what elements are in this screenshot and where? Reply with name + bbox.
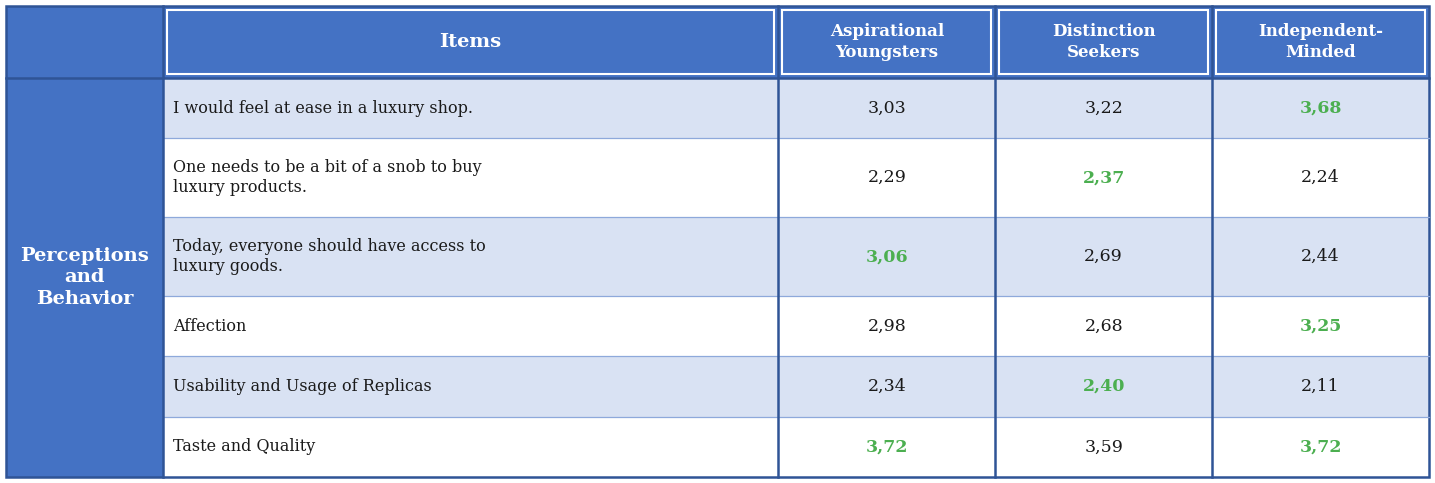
Text: 2,24: 2,24	[1302, 169, 1340, 186]
Text: 3,72: 3,72	[865, 439, 908, 455]
Bar	[162, 356, 778, 417]
Bar	[1213, 417, 1429, 477]
Text: 2,40: 2,40	[1082, 378, 1125, 395]
Text: Affection: Affection	[172, 318, 245, 335]
Bar	[1213, 356, 1429, 417]
Bar	[996, 296, 1213, 356]
Text: One needs to be a bit of a snob to buy
luxury products.: One needs to be a bit of a snob to buy l…	[172, 159, 481, 197]
Text: 2,34: 2,34	[867, 378, 905, 395]
Text: Perceptions
and
Behavior: Perceptions and Behavior	[20, 247, 149, 308]
Text: Today, everyone should have access to
luxury goods.: Today, everyone should have access to lu…	[172, 238, 485, 275]
Text: 2,69: 2,69	[1085, 248, 1124, 265]
Text: Taste and Quality: Taste and Quality	[172, 439, 314, 455]
Text: 3,22: 3,22	[1085, 99, 1124, 117]
Text: 2,11: 2,11	[1302, 378, 1340, 395]
Text: Aspirational
Youngsters: Aspirational Youngsters	[829, 23, 944, 61]
Bar	[1213, 78, 1429, 138]
Text: 3,72: 3,72	[1299, 439, 1342, 455]
Text: 3,25: 3,25	[1299, 318, 1342, 335]
Bar	[996, 417, 1213, 477]
Bar	[6, 78, 162, 477]
Bar	[778, 417, 996, 477]
Text: 2,68: 2,68	[1085, 318, 1124, 335]
Text: Items: Items	[439, 33, 502, 51]
Bar	[778, 296, 996, 356]
Bar	[996, 138, 1213, 217]
Bar	[999, 10, 1208, 74]
Bar	[162, 296, 778, 356]
Bar	[996, 356, 1213, 417]
Text: 2,98: 2,98	[867, 318, 905, 335]
Bar	[1213, 296, 1429, 356]
Bar	[778, 356, 996, 417]
Bar	[166, 10, 775, 74]
Bar	[778, 138, 996, 217]
Text: 3,59: 3,59	[1085, 439, 1124, 455]
Bar	[996, 78, 1213, 138]
Bar	[1213, 217, 1429, 296]
Bar	[778, 78, 996, 138]
Bar	[1215, 10, 1425, 74]
Text: 2,37: 2,37	[1082, 169, 1125, 186]
Bar	[1213, 138, 1429, 217]
Bar	[6, 6, 1429, 78]
Text: 2,29: 2,29	[867, 169, 907, 186]
Text: I would feel at ease in a luxury shop.: I would feel at ease in a luxury shop.	[172, 99, 472, 117]
Bar	[778, 217, 996, 296]
Text: 3,68: 3,68	[1299, 99, 1342, 117]
Text: Usability and Usage of Replicas: Usability and Usage of Replicas	[172, 378, 432, 395]
Bar	[162, 138, 778, 217]
Text: Independent-
Minded: Independent- Minded	[1258, 23, 1383, 61]
Bar	[162, 417, 778, 477]
Bar	[782, 10, 992, 74]
Text: Distinction
Seekers: Distinction Seekers	[1052, 23, 1155, 61]
Text: 3,06: 3,06	[865, 248, 908, 265]
Bar	[162, 217, 778, 296]
Bar	[162, 78, 778, 138]
Bar	[996, 217, 1213, 296]
Text: 2,44: 2,44	[1302, 248, 1340, 265]
Text: 3,03: 3,03	[867, 99, 905, 117]
